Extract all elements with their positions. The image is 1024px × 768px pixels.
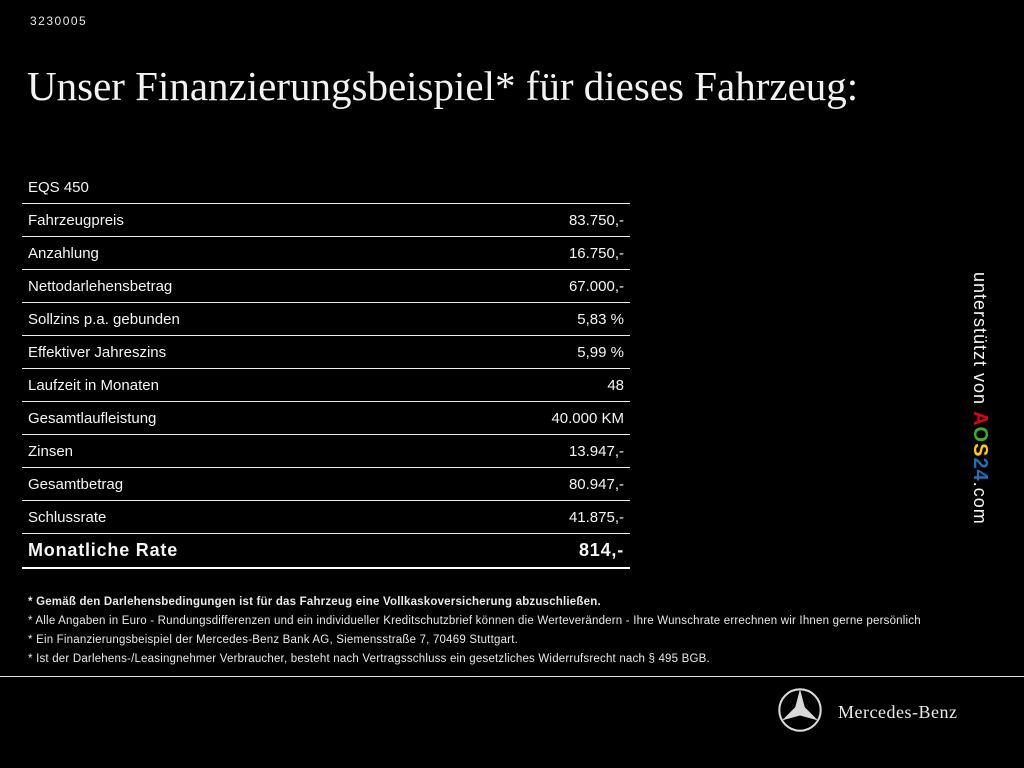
watermark-supported-by: unterstützt von AOS24.com (968, 272, 991, 525)
footnote: * Ein Finanzierungsbeispiel der Mercedes… (28, 634, 518, 646)
mercedes-benz-wordmark: Mercedes-Benz (838, 702, 958, 722)
row-value: 5,83 % (577, 310, 624, 328)
footnote: * Gemäß den Darlehensbedingungen ist für… (28, 596, 601, 608)
model-label: EQS 450 (28, 178, 89, 196)
table-row-monthly-rate: Monatliche Rate 814,- (22, 534, 630, 569)
table-row: Sollzins p.a. gebunden 5,83 % (22, 303, 630, 336)
table-row: Gesamtbetrag 80.947,- (22, 468, 630, 501)
table-row: Gesamtlaufleistung 40.000 KM (22, 402, 630, 435)
row-label: Sollzins p.a. gebunden (28, 310, 180, 328)
mercedes-star-icon (777, 687, 823, 733)
finance-table: EQS 450 Fahrzeugpreis 83.750,- Anzahlung… (22, 171, 630, 569)
aos-digit-4: 4 (969, 469, 991, 482)
row-label: Zinsen (28, 442, 74, 460)
row-value: 80.947,- (568, 475, 624, 493)
row-value: 5,99 % (577, 343, 624, 361)
row-label: Fahrzeugpreis (28, 211, 124, 229)
row-label: Schlussrate (28, 508, 107, 526)
footnote: * Ist der Darlehens-/Leasingnehmer Verbr… (28, 653, 710, 665)
row-label: Nettodarlehensbetrag (28, 277, 173, 295)
row-value: 40.000 KM (551, 409, 624, 427)
footnotes: * Gemäß den Darlehensbedingungen ist für… (28, 596, 996, 672)
table-row: Laufzeit in Monaten 48 (22, 369, 630, 402)
aos-digit-2: 2 (969, 457, 991, 470)
watermark-prefix: unterstützt von (970, 272, 990, 412)
table-row: Nettodarlehensbetrag 67.000,- (22, 270, 630, 303)
row-label: Gesamtlaufleistung (28, 409, 157, 427)
row-value: 83.750,- (568, 211, 624, 229)
row-value: 41.875,- (568, 508, 624, 526)
row-label: Gesamtbetrag (28, 475, 124, 493)
aos24-logo: AOS24 (969, 411, 991, 482)
watermark-suffix: .com (970, 481, 990, 525)
table-row: Schlussrate 41.875,- (22, 501, 630, 534)
footer-divider (0, 676, 1024, 677)
footnote: * Alle Angaben in Euro - Rundungsdiffere… (28, 615, 921, 627)
table-row: Anzahlung 16.750,- (22, 237, 630, 270)
monthly-rate-value: 814,- (578, 540, 624, 560)
row-value: 13.947,- (568, 442, 624, 460)
table-row: Effektiver Jahreszins 5,99 % (22, 336, 630, 369)
row-label: Laufzeit in Monaten (28, 376, 159, 394)
row-label: Effektiver Jahreszins (28, 343, 167, 361)
row-value: 48 (607, 376, 624, 394)
table-row: Fahrzeugpreis 83.750,- (22, 204, 630, 237)
aos-letter-o: O (969, 426, 991, 444)
table-row-model: EQS 450 (22, 171, 630, 204)
row-label: Anzahlung (28, 244, 99, 262)
row-value: 67.000,- (568, 277, 624, 295)
monthly-rate-label: Monatliche Rate (28, 540, 179, 560)
reference-number: 3230005 (30, 14, 88, 28)
table-row: Zinsen 13.947,- (22, 435, 630, 468)
aos-letter-a: A (969, 411, 991, 427)
page-title: Unser Finanzierungsbeispiel* für dieses … (27, 63, 859, 109)
aos-letter-s: S (969, 443, 991, 458)
row-value: 16.750,- (568, 244, 624, 262)
